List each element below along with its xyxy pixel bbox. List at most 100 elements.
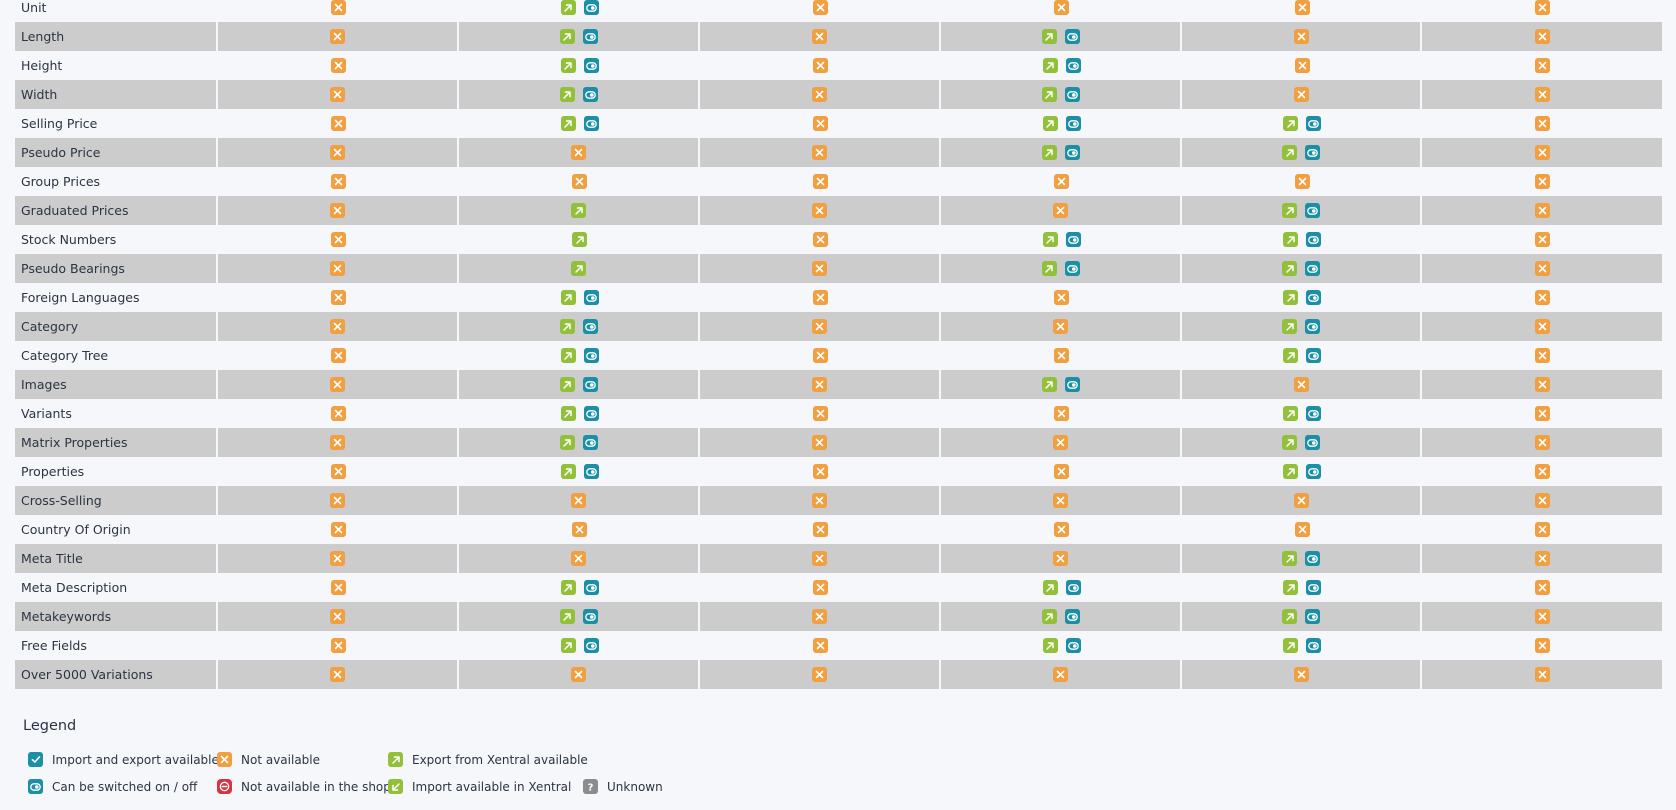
status-cell <box>218 167 459 196</box>
status-cell <box>459 370 700 399</box>
table-row: Length <box>15 22 1662 51</box>
export-arrow-icon <box>1282 261 1297 276</box>
toggle-switch-icon <box>583 638 599 653</box>
export-arrow-icon <box>1282 319 1297 334</box>
status-cell <box>941 312 1182 341</box>
feature-name: Stock Numbers <box>21 232 117 247</box>
legend-item: Not available <box>217 752 320 767</box>
status-cell <box>218 254 459 283</box>
toggle-switch-icon <box>1305 609 1320 624</box>
not-available-icon <box>1053 319 1068 334</box>
status-cell <box>218 428 459 457</box>
status-cell <box>1422 225 1662 254</box>
not-available-icon <box>1294 174 1310 189</box>
toggle-switch-icon <box>1064 609 1080 624</box>
feature-matrix-table: Unit Length Height Width Selling Price Pseudo… <box>15 0 1662 689</box>
table-row: Group Prices <box>15 167 1662 196</box>
not-available-icon <box>330 319 345 334</box>
status-cell <box>218 631 459 660</box>
toggle-switch-icon <box>1305 145 1320 160</box>
status-cell <box>941 486 1182 515</box>
export-arrow-icon <box>1283 406 1298 421</box>
status-cell <box>700 196 941 225</box>
status-cell <box>1182 225 1422 254</box>
not-available-icon <box>1534 638 1550 653</box>
not-available-icon <box>330 203 345 218</box>
not-available-icon <box>1534 493 1550 508</box>
not-available-icon <box>331 406 346 421</box>
status-cell <box>1182 573 1422 602</box>
legend-title: Legend <box>23 718 77 734</box>
legend-item: Import and export available <box>28 752 219 767</box>
export-arrow-icon <box>1283 232 1298 247</box>
toggle-switch-icon <box>1065 58 1081 73</box>
not-available-icon <box>1054 348 1069 363</box>
not-available-icon <box>1293 667 1309 682</box>
status-cell <box>459 660 700 689</box>
export-arrow-icon <box>560 464 576 479</box>
table-row: Width <box>15 80 1662 109</box>
status-cell <box>218 573 459 602</box>
status-cell <box>941 660 1182 689</box>
toggle-switch-icon <box>1064 87 1080 102</box>
toggle-switch-icon <box>1306 406 1321 421</box>
status-cell <box>941 196 1182 225</box>
not-available-icon <box>1053 667 1068 682</box>
not-available-icon <box>1054 0 1069 15</box>
status-cell <box>459 167 700 196</box>
toggle-switch-icon <box>1306 580 1321 595</box>
export-arrow-icon <box>560 580 576 595</box>
not-available-icon <box>1054 174 1069 189</box>
not-available-icon <box>1534 87 1550 102</box>
not-available-icon <box>1054 464 1069 479</box>
status-cell <box>218 138 459 167</box>
legend-item: Export from Xentral available <box>388 752 588 767</box>
status-cell <box>1182 167 1422 196</box>
status-cell <box>941 631 1182 660</box>
feature-name: Group Prices <box>21 174 101 189</box>
toggle-switch-icon <box>1305 319 1320 334</box>
feature-name: Metakeywords <box>15 602 218 631</box>
toggle-switch-icon <box>583 0 599 15</box>
status-cell <box>459 225 700 254</box>
table-row: Selling Price <box>15 109 1662 138</box>
feature-name: Height <box>21 58 63 73</box>
status-cell <box>459 457 700 486</box>
export-arrow-icon <box>559 319 575 334</box>
feature-name: Unit <box>21 0 47 15</box>
toggle-switch-icon <box>582 319 598 334</box>
not-available-icon <box>812 203 827 218</box>
table-row: Height <box>15 51 1662 80</box>
export-arrow-icon <box>572 232 587 247</box>
not-available-icon <box>331 580 346 595</box>
not-available-icon <box>331 638 346 653</box>
status-cell <box>941 22 1182 51</box>
status-cell <box>1182 341 1422 370</box>
status-cell <box>941 0 1182 22</box>
feature-name: Foreign Languages <box>21 290 140 305</box>
feature-name: Width <box>15 80 218 109</box>
table-row: Country Of Origin <box>15 515 1662 544</box>
status-cell <box>218 486 459 515</box>
status-cell <box>1422 602 1662 631</box>
status-cell <box>1422 399 1662 428</box>
not-available-icon <box>1293 493 1309 508</box>
status-cell <box>1182 457 1422 486</box>
status-cell <box>700 167 941 196</box>
toggle-switch-icon <box>1065 116 1081 131</box>
export-arrow-icon <box>388 752 403 767</box>
not-available-icon <box>1293 87 1309 102</box>
status-cell <box>941 51 1182 80</box>
status-cell <box>459 109 700 138</box>
feature-name: Properties <box>21 464 85 479</box>
not-available-icon <box>813 406 828 421</box>
export-arrow-icon <box>1042 580 1058 595</box>
toggle-switch-icon <box>583 290 599 305</box>
not-available-icon <box>1053 203 1068 218</box>
status-cell <box>1422 109 1662 138</box>
not-available-icon <box>1534 0 1550 15</box>
status-cell <box>218 109 459 138</box>
legend-label: Not available in the shop <box>241 779 391 794</box>
export-arrow-icon <box>1283 464 1298 479</box>
export-arrow-icon <box>1283 290 1298 305</box>
